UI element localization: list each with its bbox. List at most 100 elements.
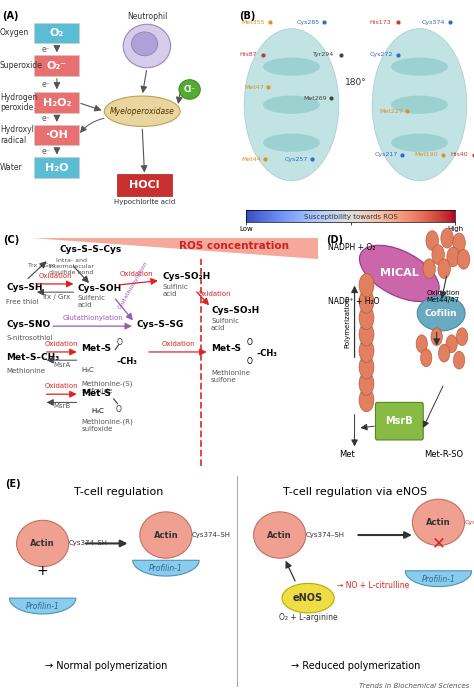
Text: (E): (E) [5, 480, 20, 489]
Circle shape [179, 80, 200, 99]
Text: –S: –S [100, 344, 112, 353]
Text: ·OH: ·OH [46, 130, 68, 140]
Text: Water: Water [0, 164, 23, 172]
Text: e⁻: e⁻ [41, 115, 50, 124]
Text: 180°: 180° [345, 79, 366, 88]
Circle shape [432, 245, 445, 264]
Text: O: O [115, 405, 121, 414]
Text: Cys257: Cys257 [284, 157, 308, 161]
Text: O₂⁻: O₂⁻ [47, 61, 67, 70]
Text: Trends in Biochemical Sciences: Trends in Biochemical Sciences [359, 682, 469, 689]
Text: –S: –S [230, 344, 242, 353]
Text: Oxidation: Oxidation [198, 290, 232, 297]
Circle shape [359, 339, 374, 362]
Text: eNOS: eNOS [293, 593, 323, 603]
Text: Free thiol: Free thiol [7, 299, 39, 304]
Circle shape [359, 306, 374, 330]
Text: Cl⁻: Cl⁻ [183, 85, 196, 94]
Circle shape [359, 372, 374, 395]
Text: Met: Met [81, 388, 100, 397]
Text: Polymerization: Polymerization [344, 297, 350, 348]
Text: NADPH + O₂: NADPH + O₂ [328, 243, 375, 252]
Circle shape [438, 344, 450, 362]
Text: Oxygen: Oxygen [0, 28, 29, 37]
Polygon shape [405, 571, 472, 586]
Text: Met: Met [339, 449, 355, 459]
FancyBboxPatch shape [34, 55, 80, 76]
Text: Superoxide: Superoxide [0, 61, 43, 70]
Text: Cys–SNO: Cys–SNO [7, 320, 51, 330]
Text: ✕: ✕ [431, 535, 446, 553]
Text: Neutrophil: Neutrophil [127, 12, 167, 21]
Text: T-cell regulation via eNOS: T-cell regulation via eNOS [283, 486, 428, 497]
Text: –CH₃: –CH₃ [117, 357, 138, 366]
Circle shape [438, 259, 450, 279]
Text: → Normal polymerization: → Normal polymerization [46, 660, 168, 671]
Text: Cys285: Cys285 [296, 19, 319, 25]
Circle shape [359, 290, 374, 313]
Circle shape [423, 259, 436, 279]
Text: Susceptibility towards ROS: Susceptibility towards ROS [304, 214, 398, 220]
Text: Myeloperoxidase: Myeloperoxidase [110, 107, 174, 116]
Text: Actin: Actin [154, 531, 178, 540]
Text: Met44: Met44 [242, 157, 262, 161]
Circle shape [359, 323, 374, 346]
Text: NADP⁺ + H₂O: NADP⁺ + H₂O [328, 297, 379, 306]
Text: Methionine-(R)
sulfoxide: Methionine-(R) sulfoxide [81, 419, 133, 433]
Text: Oxidation: Oxidation [45, 384, 79, 389]
Circle shape [447, 247, 459, 267]
Text: O: O [117, 338, 123, 347]
Text: Oxidation
Met44/47: Oxidation Met44/47 [426, 290, 460, 304]
Text: MsrB: MsrB [385, 416, 413, 426]
Text: Cys374–SH: Cys374–SH [192, 532, 231, 538]
Circle shape [420, 349, 432, 367]
Text: O₂: O₂ [50, 28, 64, 38]
Circle shape [453, 233, 465, 253]
Text: Sulfinic
acid: Sulfinic acid [162, 284, 188, 297]
Text: Methionine: Methionine [7, 368, 46, 374]
Text: –S: –S [100, 388, 112, 397]
Text: Oxidation: Oxidation [119, 270, 153, 277]
Text: Profilin-1: Profilin-1 [26, 602, 60, 611]
Text: Met–S–CH₃: Met–S–CH₃ [7, 353, 60, 362]
Text: Met190: Met190 [415, 152, 438, 157]
Text: Trx / Grx: Trx / Grx [41, 294, 70, 300]
Text: MsrB: MsrB [53, 403, 70, 409]
Polygon shape [32, 238, 318, 259]
Text: Cys–S–SG: Cys–S–SG [137, 320, 183, 330]
Text: Cofilin: Cofilin [425, 308, 457, 318]
Ellipse shape [263, 57, 320, 76]
Ellipse shape [391, 134, 448, 152]
Circle shape [456, 328, 468, 346]
Polygon shape [9, 598, 76, 614]
Text: Met: Met [211, 344, 230, 353]
Text: Hydrogen
peroxide: Hydrogen peroxide [0, 93, 37, 112]
Text: Actin: Actin [30, 539, 55, 548]
Text: Intra- and
intermolecular
disulfide bond: Intra- and intermolecular disulfide bond [48, 258, 94, 275]
Text: H₂O: H₂O [45, 163, 69, 172]
Text: Met269: Met269 [303, 96, 327, 101]
Text: Profilin-1: Profilin-1 [149, 564, 183, 573]
Text: Profilin-1: Profilin-1 [421, 575, 456, 584]
Text: Methionine-(S)
sulfoxide: Methionine-(S) sulfoxide [81, 380, 133, 393]
Text: Oxidation: Oxidation [45, 341, 79, 347]
Text: (B): (B) [239, 11, 256, 21]
Circle shape [416, 335, 428, 353]
Text: Met: Met [81, 344, 100, 353]
FancyBboxPatch shape [34, 92, 80, 113]
Text: Sulfonic
acid: Sulfonic acid [211, 319, 239, 331]
Text: Cys217: Cys217 [374, 152, 398, 157]
Ellipse shape [104, 96, 180, 126]
Circle shape [17, 520, 69, 566]
Text: O: O [247, 338, 253, 347]
Text: H₃C: H₃C [91, 408, 104, 414]
Text: e⁻: e⁻ [41, 147, 50, 156]
Text: Met355: Met355 [242, 19, 265, 25]
Circle shape [359, 388, 374, 412]
Circle shape [412, 500, 465, 546]
Text: → Reduced polymerization: → Reduced polymerization [291, 660, 420, 671]
Text: Trx / Grx: Trx / Grx [27, 262, 54, 267]
Text: (D): (D) [326, 235, 343, 245]
Text: HOCl: HOCl [129, 180, 160, 190]
Text: Sulfenic
acid: Sulfenic acid [78, 295, 106, 308]
